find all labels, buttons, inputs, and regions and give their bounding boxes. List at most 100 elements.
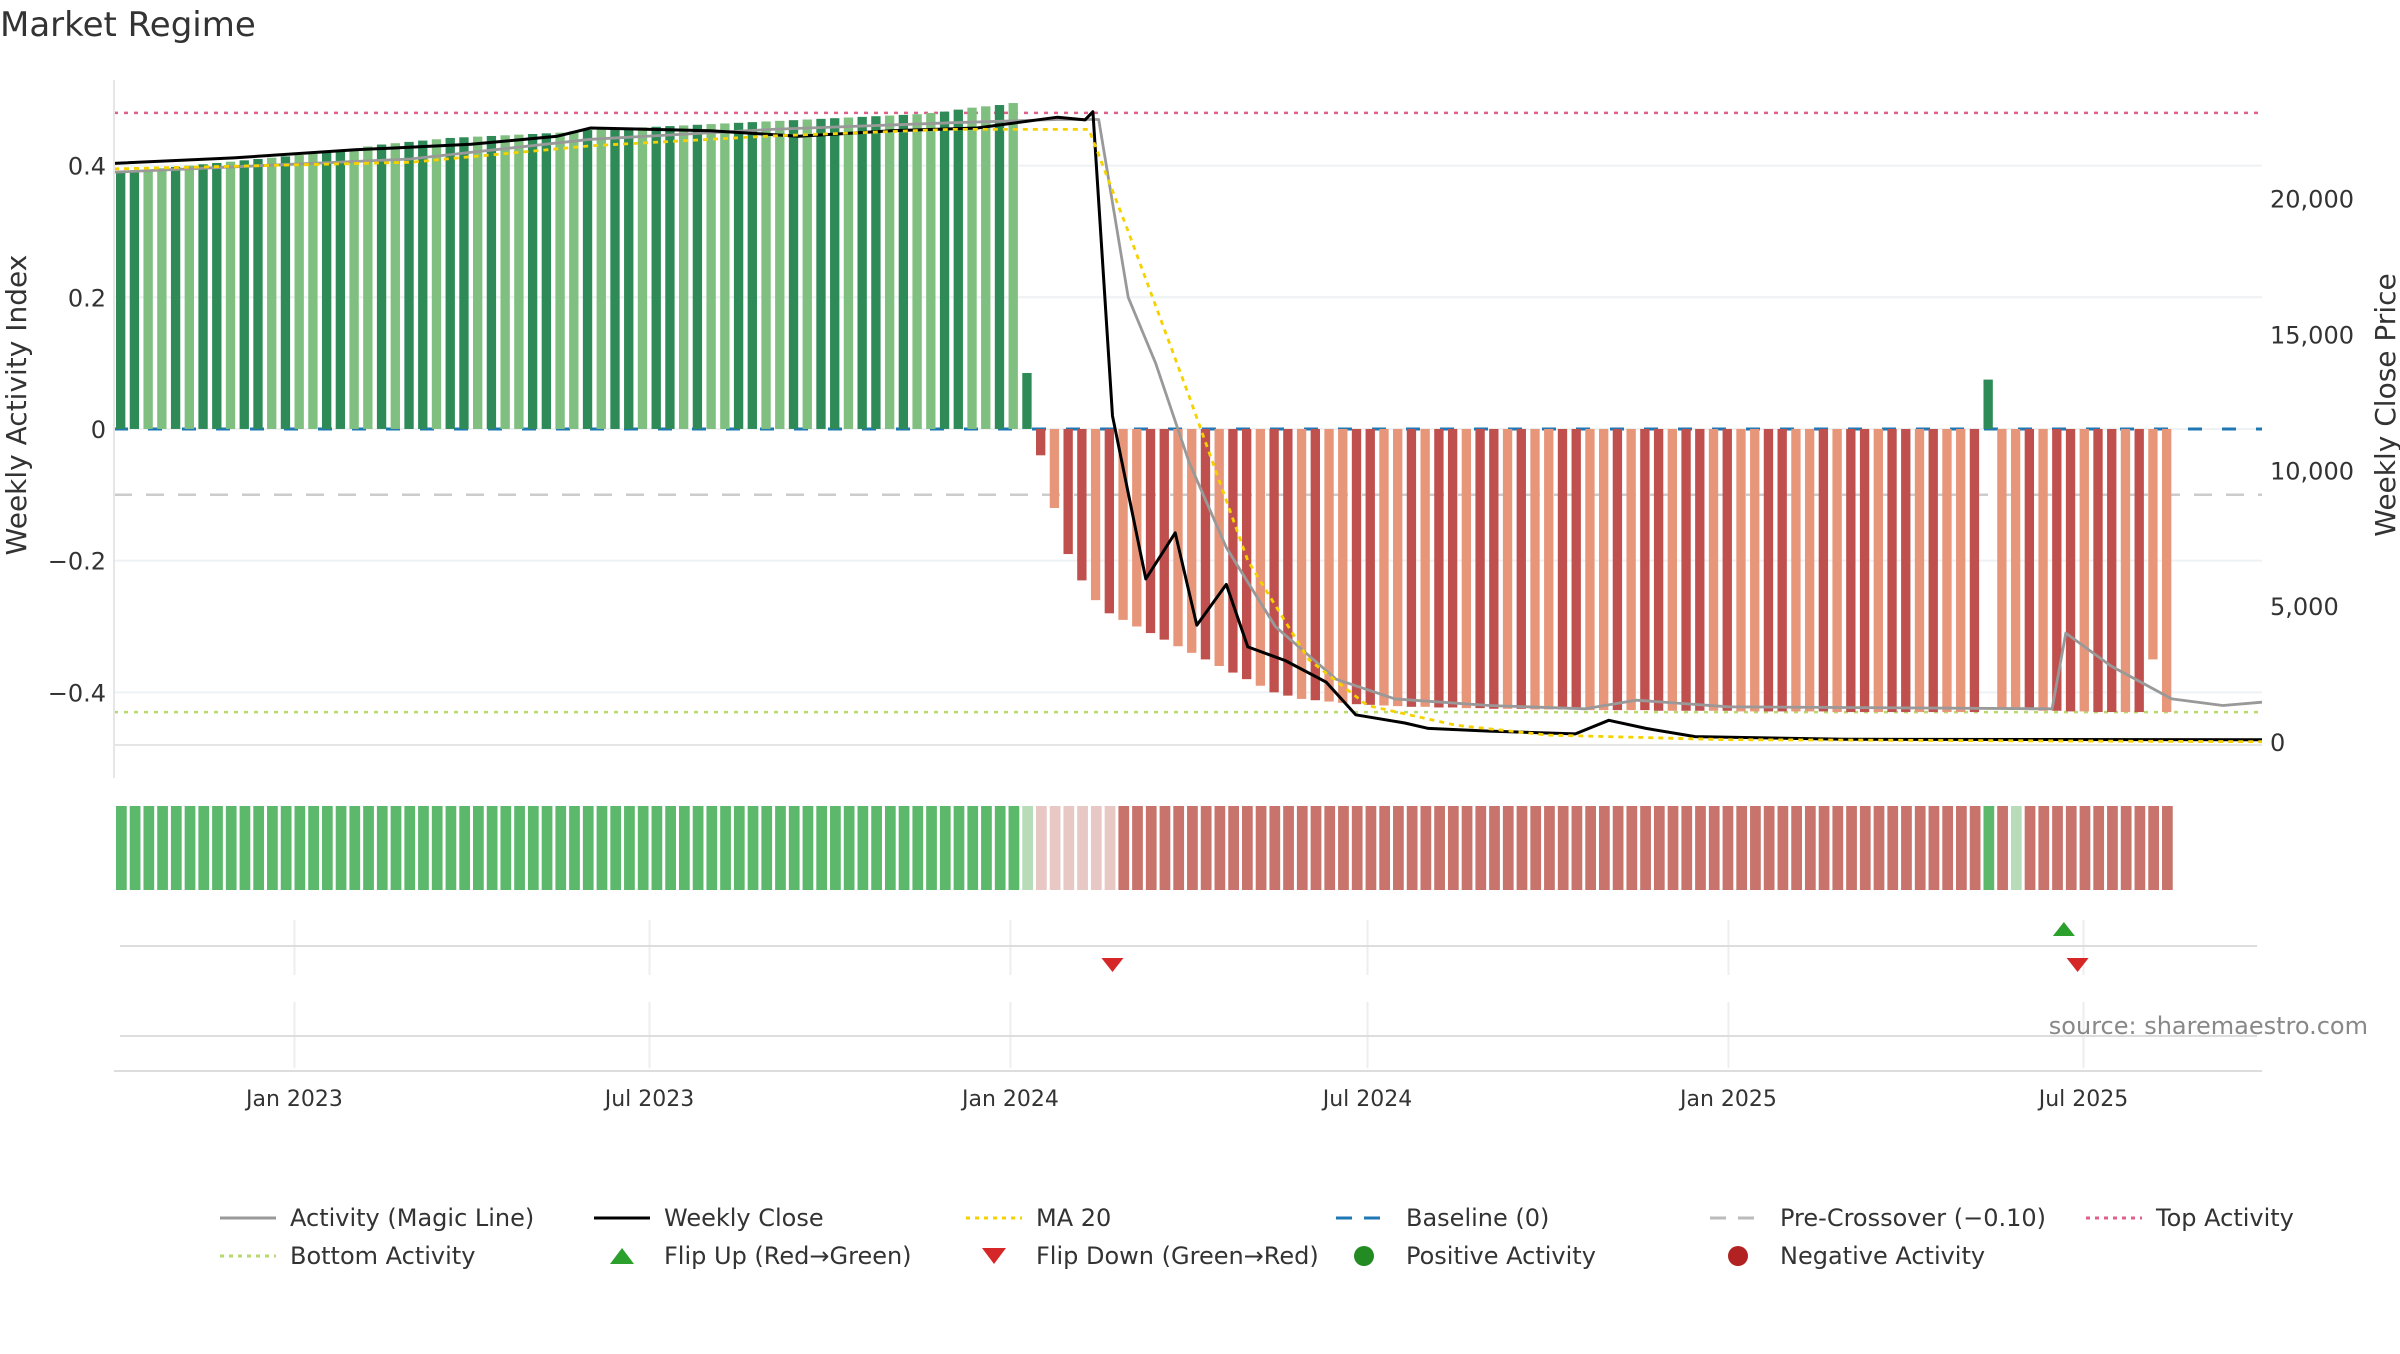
regime-strip-cell [871, 806, 882, 890]
regime-strip-cell [1695, 806, 1706, 890]
regime-strip-cell [1049, 806, 1061, 890]
activity-bar [1736, 428, 1746, 712]
activity-bar [1351, 428, 1362, 705]
regime-strip-cell [225, 806, 237, 890]
regime-strip-cell [1132, 806, 1143, 890]
regime-strip-cell [1750, 806, 1761, 890]
regime-strip-cell [500, 806, 512, 890]
activity-bar [1750, 428, 1760, 712]
regime-strip-cell [692, 806, 704, 890]
activity-bar [1681, 428, 1691, 711]
series-line-1 [113, 110, 2263, 742]
regime-strip-cell [939, 806, 951, 890]
regime-strip-cell [170, 806, 182, 890]
legend-item: MA 20 [966, 1204, 1111, 1232]
activity-bar [1310, 428, 1320, 701]
left-tick-label: 0.4 [68, 153, 106, 181]
regime-strip-cell [1557, 806, 1569, 890]
activity-bar [788, 120, 799, 429]
activity-bar [198, 164, 208, 429]
activity-bar [253, 159, 263, 429]
activity-bar [1612, 428, 1623, 711]
legend-label: Top Activity [2155, 1204, 2294, 1232]
activity-bar [596, 129, 606, 429]
activity-bar [802, 119, 812, 429]
activity-bar [1324, 428, 1334, 702]
regime-strip-cell [376, 806, 388, 890]
activity-bar [939, 111, 950, 429]
regime-strip-cell [253, 806, 265, 890]
regime-strip-cell [2052, 806, 2063, 890]
right-tick-label: 15,000 [2270, 322, 2354, 350]
regime-strip-cell [1461, 806, 1473, 890]
activity-bar [2010, 428, 2021, 710]
right-tick-label: 10,000 [2270, 457, 2354, 485]
regime-strip-cell [1214, 806, 1226, 890]
activity-bar [1914, 428, 1925, 713]
regime-strip-cell [912, 806, 924, 890]
activity-bar [1818, 428, 1829, 712]
x-tick-label: Jul 2023 [603, 1087, 695, 1112]
activity-bar [775, 120, 785, 429]
right-tick-label: 0 [2270, 729, 2285, 757]
activity-bar [1269, 428, 1279, 693]
regime-strip-cell [1530, 806, 1542, 890]
regime-strip-cell [1200, 806, 1212, 890]
legend-label: Pre-Crossover (−0.10) [1780, 1204, 2046, 1232]
regime-strip-cell [1928, 806, 1940, 890]
left-tick-label: −0.2 [48, 548, 106, 576]
activity-bar [308, 153, 318, 429]
right-tick-label: 5,000 [2270, 593, 2339, 621]
regime-strip-cell [624, 806, 635, 890]
y-axis-label-right: Weekly Close Price [2369, 273, 2400, 536]
regime-strip-cell [2065, 806, 2077, 890]
activity-bar [1901, 428, 1911, 713]
activity-bar [1530, 428, 1540, 710]
activity-bar [170, 166, 181, 429]
regime-strip-cell [1296, 806, 1308, 890]
regime-strip-cell [1901, 806, 1912, 890]
activity-bar [1214, 428, 1224, 666]
regime-strip-cell [1145, 806, 1157, 890]
activity-bar [239, 160, 249, 429]
regime-strip-cell [1338, 806, 1349, 890]
activity-bar [486, 135, 497, 429]
activity-bar [1969, 428, 1980, 713]
activity-bar [994, 105, 1005, 429]
activity-bar [1090, 428, 1101, 601]
activity-bar [184, 165, 194, 429]
activity-bar [294, 155, 304, 429]
legend-label: Bottom Activity [290, 1242, 475, 1270]
regime-strip-cell [596, 806, 608, 890]
flip-down-marker [1101, 958, 1124, 972]
regime-strip-cell [1255, 806, 1267, 890]
activity-bar [225, 161, 236, 429]
regime-strip-cell [775, 806, 786, 890]
regime-strip-cell [788, 806, 800, 890]
regime-strip-cell [1379, 806, 1391, 890]
x-tick-label: Jan 2025 [1678, 1087, 1777, 1112]
activity-bar [1763, 428, 1774, 712]
activity-bar [582, 130, 593, 429]
activity-bar [761, 121, 771, 429]
legend: Activity (Magic Line) Weekly Close MA 20 Ba… [220, 1204, 2294, 1270]
regime-strip-cell [637, 806, 649, 890]
activity-bar [280, 156, 291, 429]
regime-strip-cell [1393, 806, 1404, 890]
activity-bar [981, 106, 991, 429]
regime-strip-cell [157, 806, 168, 890]
legend-label: MA 20 [1036, 1204, 1111, 1232]
regime-strip-cell [1544, 806, 1555, 890]
regime-strip-cell [198, 806, 210, 890]
legend-item: Activity (Magic Line) [220, 1204, 534, 1232]
regime-strip-cell [706, 806, 718, 890]
regime-strip-cell [2093, 806, 2105, 890]
regime-strip-cell [967, 806, 979, 890]
regime-strip-cell [1475, 806, 1487, 890]
regime-strip-cell [267, 806, 278, 890]
regime-strip-cell [1008, 806, 1020, 890]
regime-strip-cell [2120, 806, 2132, 890]
activity-bar [2120, 428, 2131, 713]
